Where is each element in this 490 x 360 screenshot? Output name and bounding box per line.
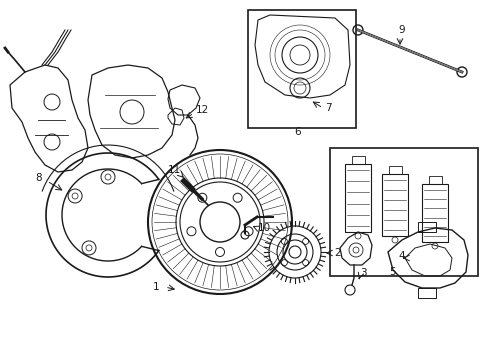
Bar — [389, 166, 402, 174]
Text: 7: 7 — [325, 103, 332, 113]
Text: 10: 10 — [258, 223, 271, 233]
Text: 2: 2 — [334, 248, 341, 258]
Text: 6: 6 — [294, 127, 301, 137]
Bar — [330, 148, 478, 276]
Text: 12: 12 — [196, 105, 209, 115]
Text: 11: 11 — [168, 165, 181, 175]
Text: 8: 8 — [35, 173, 42, 183]
Bar — [352, 156, 365, 164]
Bar — [418, 288, 436, 298]
Text: 5: 5 — [390, 267, 396, 277]
Text: 3: 3 — [360, 268, 367, 278]
Text: 9: 9 — [398, 25, 405, 35]
Bar — [429, 176, 442, 184]
Bar — [422, 184, 448, 242]
Bar — [418, 222, 436, 232]
Bar — [345, 164, 371, 232]
Bar — [382, 174, 408, 236]
Text: 1: 1 — [153, 282, 160, 292]
Text: 4: 4 — [398, 251, 405, 261]
Bar — [248, 10, 356, 128]
